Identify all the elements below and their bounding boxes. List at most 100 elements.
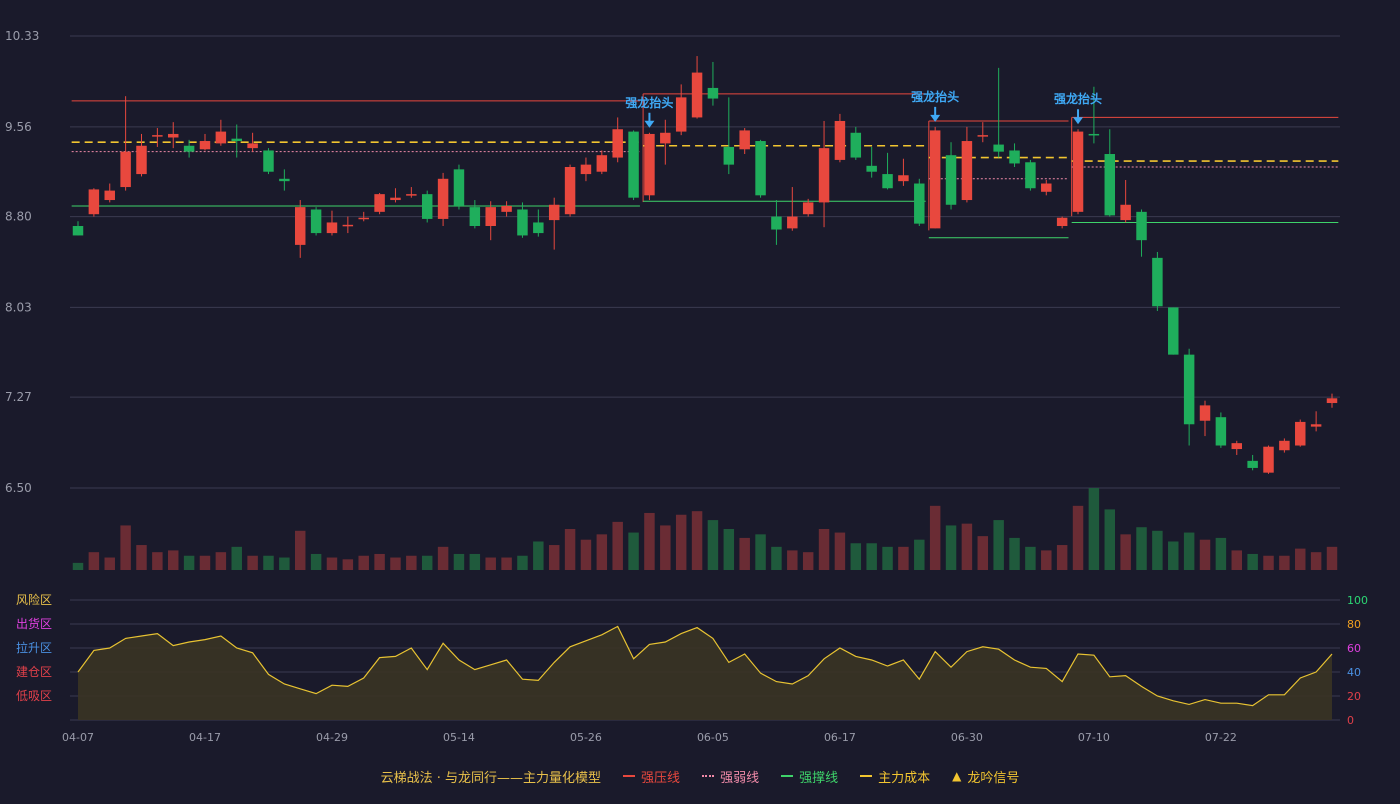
volume-bar	[850, 543, 862, 570]
volume-bar	[469, 553, 481, 570]
indicator-area	[78, 626, 1332, 720]
volume-bar	[421, 555, 433, 570]
candle-body	[199, 141, 211, 150]
candle-body	[183, 145, 195, 152]
candle-body	[548, 204, 560, 221]
signal-label: 强龙抬头	[1054, 91, 1102, 106]
volume-bar	[1168, 541, 1179, 570]
volume-bar	[882, 546, 893, 570]
candle-body	[1326, 398, 1338, 404]
volume-bar	[1215, 537, 1227, 570]
candle-body	[977, 135, 989, 137]
candle-body	[866, 165, 877, 172]
indicator-tick-label: 80	[1347, 618, 1361, 631]
indicator-tick-label: 40	[1347, 666, 1361, 679]
legend-label-strong-pressure: 强压线	[641, 770, 681, 786]
legend-title-text: 云梯战法 · 与龙同行——主力量化模型	[380, 770, 602, 786]
volume-bar	[1056, 545, 1068, 570]
candle-body	[755, 141, 766, 196]
volume-bar	[1025, 546, 1036, 570]
x-tick-label: 04-07	[62, 731, 94, 744]
volume-bar	[898, 546, 909, 570]
candle-body	[120, 151, 131, 188]
candle-body	[1056, 217, 1068, 227]
candle-body	[898, 175, 909, 182]
candle-body	[1025, 162, 1036, 189]
x-tick-label: 05-14	[443, 731, 475, 744]
volume-bar	[660, 525, 671, 570]
price-tick-label: 10.33	[5, 29, 39, 43]
candle-body	[1231, 443, 1242, 450]
indicator-tick-label: 0	[1347, 714, 1354, 727]
candle-body	[1183, 354, 1195, 425]
x-tick-label: 04-29	[316, 731, 348, 744]
candle-body	[707, 87, 719, 99]
volume-bar	[152, 552, 163, 570]
candle-body	[421, 194, 433, 219]
volume-bar	[247, 555, 258, 570]
candle-body	[1072, 131, 1084, 212]
volume-bar	[1183, 532, 1195, 570]
volume-bar	[263, 555, 274, 570]
legend-item-support[interactable]: 强撑线	[781, 767, 838, 786]
x-tick-label: 06-17	[824, 731, 856, 744]
volume-bar	[294, 530, 306, 570]
volume-bar	[120, 525, 131, 570]
candle-body	[787, 216, 798, 229]
volume-bar	[533, 541, 544, 570]
legend-title: 云梯战法 · 与龙同行——主力量化模型	[381, 767, 601, 786]
volume-bar	[199, 555, 211, 570]
candle-body	[72, 226, 84, 236]
volume-bar	[1310, 552, 1322, 570]
signal-arrow-icon	[1073, 117, 1084, 125]
volume-bar	[453, 553, 465, 570]
volume-bar	[1279, 555, 1290, 570]
volume-bar	[1136, 527, 1147, 570]
volume-bar	[326, 557, 338, 570]
legend-swatch-main-cost	[860, 775, 873, 777]
zone-label: 低吸区	[16, 689, 52, 703]
volume-bar	[628, 532, 639, 570]
candle-body	[1009, 150, 1020, 164]
volume-bar	[691, 511, 703, 570]
volume-bar	[231, 546, 242, 570]
candle-body	[771, 216, 782, 230]
volume-bar	[310, 553, 322, 570]
candle-body	[533, 222, 544, 234]
candle-body	[437, 178, 449, 219]
candle-body	[310, 209, 322, 234]
x-tick-label: 04-17	[189, 731, 221, 744]
candle-body	[247, 143, 258, 149]
legend-item-weak-line[interactable]: 强弱线	[702, 767, 759, 786]
candle-body	[914, 183, 925, 224]
legend-item-signal[interactable]: ▲ 龙吟信号	[952, 767, 1019, 786]
candle-body	[580, 164, 592, 175]
candle-body	[1104, 154, 1116, 216]
candle-body	[564, 166, 576, 215]
candle-body	[1295, 421, 1306, 446]
volume-bar	[374, 553, 385, 570]
zone-label: 风险区	[16, 592, 52, 607]
candle-body	[993, 144, 1004, 152]
volume-bar	[136, 545, 147, 570]
legend-item-main-cost[interactable]: 主力成本	[860, 767, 930, 786]
candle-body	[168, 133, 179, 138]
candle-body	[596, 155, 608, 172]
candle-body	[517, 209, 528, 236]
price-tick-label: 9.56	[5, 120, 32, 134]
volume-bar	[1263, 555, 1274, 570]
volume-bar	[548, 545, 560, 570]
volume-bar	[914, 539, 925, 570]
legend-item-strong-pressure[interactable]: 强压线	[623, 767, 680, 786]
volume-bar	[1152, 530, 1163, 570]
candle-body	[231, 138, 242, 142]
legend-swatch-weak-line	[702, 775, 715, 777]
volume-bar	[342, 559, 354, 570]
candle-body	[1263, 446, 1274, 473]
volume-bar	[1247, 553, 1258, 570]
candle-body	[406, 194, 417, 196]
indicator-tick-label: 60	[1347, 642, 1361, 655]
volume-bar	[1120, 534, 1131, 570]
candle-body	[453, 169, 465, 206]
